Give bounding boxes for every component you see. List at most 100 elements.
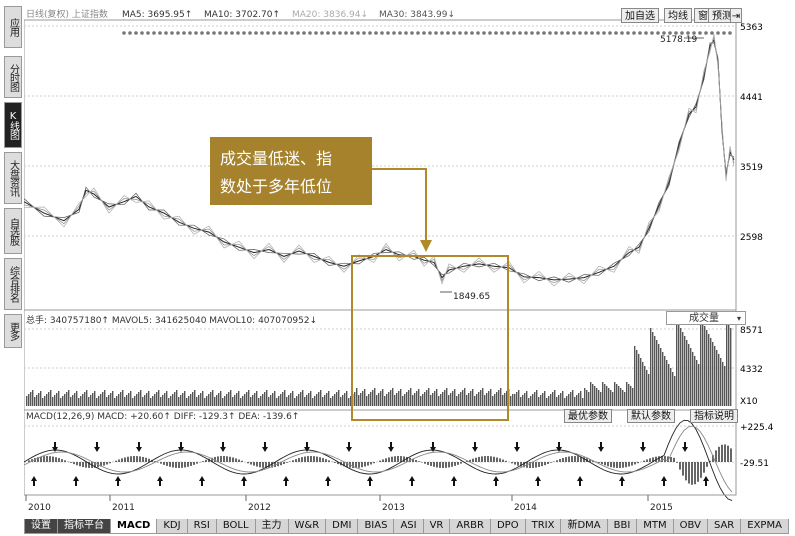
macd-histogram-bar	[607, 462, 609, 467]
volume-bar	[64, 394, 66, 406]
event-marker	[632, 31, 636, 35]
add-watchlist-button[interactable]: 加自选	[621, 8, 659, 23]
ma-lines-button[interactable]: 均线	[664, 8, 692, 23]
tab-[interactable]: 主力	[254, 519, 289, 534]
macd-histogram-bar	[550, 462, 552, 463]
volume-bar	[126, 395, 128, 406]
macd-histogram-bar	[646, 459, 648, 462]
volume-indicator-line: 总手: 340757180↑ MAVOL5: 341625040 MAVOL10…	[26, 314, 317, 326]
sidebar-tab-intraday[interactable]: 分时图	[4, 56, 22, 98]
volume-bar	[480, 390, 482, 406]
x-tick-label: 2014	[514, 503, 537, 513]
volume-bar	[48, 392, 50, 406]
tab-expma[interactable]: EXPMA	[740, 519, 789, 534]
volume-bar	[160, 397, 162, 406]
macd-histogram-bar	[610, 462, 612, 468]
tab-trix[interactable]: TRIX	[524, 519, 562, 534]
volume-bar	[416, 391, 418, 406]
chart-area: 日线(复权) 上证指数 MA5: 3695.95↑ MA10: 3702.70↑…	[23, 4, 793, 519]
macd-histogram-bar	[100, 462, 102, 467]
sidebar-tab-market-news[interactable]: 大盘资讯	[4, 152, 22, 204]
volume-bar	[686, 340, 688, 406]
volume-bar	[418, 389, 420, 406]
tab-macd[interactable]: MACD	[110, 519, 158, 534]
volume-bar	[226, 394, 228, 406]
volume-bar	[60, 398, 62, 406]
forecast-button[interactable]: 预测	[708, 8, 736, 23]
sidebar-tab-more[interactable]: 更多	[4, 314, 22, 348]
volume-bar	[174, 392, 176, 406]
event-marker	[350, 31, 354, 35]
tab-dpo[interactable]: DPO	[489, 519, 526, 534]
kline-chart[interactable]: 日线(复权) 上证指数 MA5: 3695.95↑ MA10: 3702.70↑…	[23, 4, 793, 519]
volume-bar	[180, 395, 182, 406]
event-marker	[332, 31, 336, 35]
optimal-params-button[interactable]: 最优参数	[564, 409, 612, 423]
tab-dmi[interactable]: DMI	[325, 519, 359, 534]
indicator-help-button[interactable]: 指标说明	[690, 409, 738, 423]
tab-kdj[interactable]: KDJ	[156, 519, 188, 534]
macd-histogram-bar	[427, 462, 429, 465]
tab-vr[interactable]: VR	[422, 519, 451, 534]
tab-bias[interactable]: BIAS	[357, 519, 395, 534]
tab-bbi[interactable]: BBI	[606, 519, 638, 534]
macd-histogram-bar	[397, 456, 399, 462]
volume-bar	[614, 382, 616, 406]
macd-histogram-bar	[322, 458, 324, 462]
macd-histogram-bar	[571, 456, 573, 462]
macd-histogram-bar	[250, 462, 252, 465]
volume-bar	[440, 394, 442, 406]
volume-bar	[432, 393, 434, 406]
volume-bar	[628, 384, 630, 406]
volume-bar	[72, 395, 74, 406]
tab-boll[interactable]: BOLL	[215, 519, 256, 534]
default-params-button[interactable]: 默认参数	[627, 409, 675, 423]
macd-histogram-bar	[598, 462, 600, 463]
volume-bar	[726, 320, 728, 406]
macd-histogram-bar	[538, 462, 540, 467]
macd-histogram-bar	[724, 444, 726, 462]
volume-bar	[360, 393, 362, 406]
volume-bar	[86, 390, 88, 406]
volume-bar	[256, 391, 258, 406]
macd-histogram-bar	[367, 462, 369, 466]
volume-bar	[320, 390, 322, 406]
tab-w-r[interactable]: W&R	[287, 519, 327, 534]
volume-bar	[644, 366, 646, 406]
event-marker	[392, 31, 396, 35]
sell-signal-icon	[178, 442, 184, 452]
event-marker	[476, 31, 480, 35]
volume-bar	[328, 391, 330, 406]
sidebar-tab-ranking[interactable]: 综合排名	[4, 258, 22, 310]
tab-arbr[interactable]: ARBR	[449, 519, 491, 534]
tab-asi[interactable]: ASI	[393, 519, 424, 534]
volume-bar	[598, 390, 600, 406]
tab-obv[interactable]: OBV	[672, 519, 708, 534]
volume-bar	[596, 388, 598, 406]
volume-bar	[284, 390, 286, 406]
tab-[interactable]: 指标平台	[57, 519, 111, 534]
event-marker	[704, 31, 708, 35]
volume-bar	[28, 394, 30, 406]
volume-indicator-select[interactable]: 成交量 ▾	[666, 311, 746, 325]
tab-[interactable]: 设置	[24, 519, 58, 534]
volume-bar	[282, 392, 284, 406]
tab-rsi[interactable]: RSI	[186, 519, 217, 534]
event-marker	[374, 31, 378, 35]
macd-histogram-bar	[544, 462, 546, 466]
tab-sar[interactable]: SAR	[706, 519, 742, 534]
macd-histogram-bar	[214, 456, 216, 462]
sidebar-tab-apps[interactable]: 应用	[4, 6, 22, 48]
expand-icon[interactable]: ⇥	[730, 8, 742, 23]
volume-bar	[364, 389, 366, 406]
volume-bar	[660, 348, 662, 406]
volume-bar	[394, 395, 396, 406]
event-marker	[320, 31, 324, 35]
tab-dma[interactable]: 新DMA	[560, 519, 608, 534]
sidebar-tab-kline[interactable]: K线图	[4, 102, 22, 148]
tab-mtm[interactable]: MTM	[636, 519, 674, 534]
volume-bar	[554, 390, 556, 406]
volume-bar	[234, 395, 236, 406]
sidebar-tab-watchlist[interactable]: 自选股	[4, 208, 22, 254]
buy-signal-icon	[325, 476, 331, 486]
